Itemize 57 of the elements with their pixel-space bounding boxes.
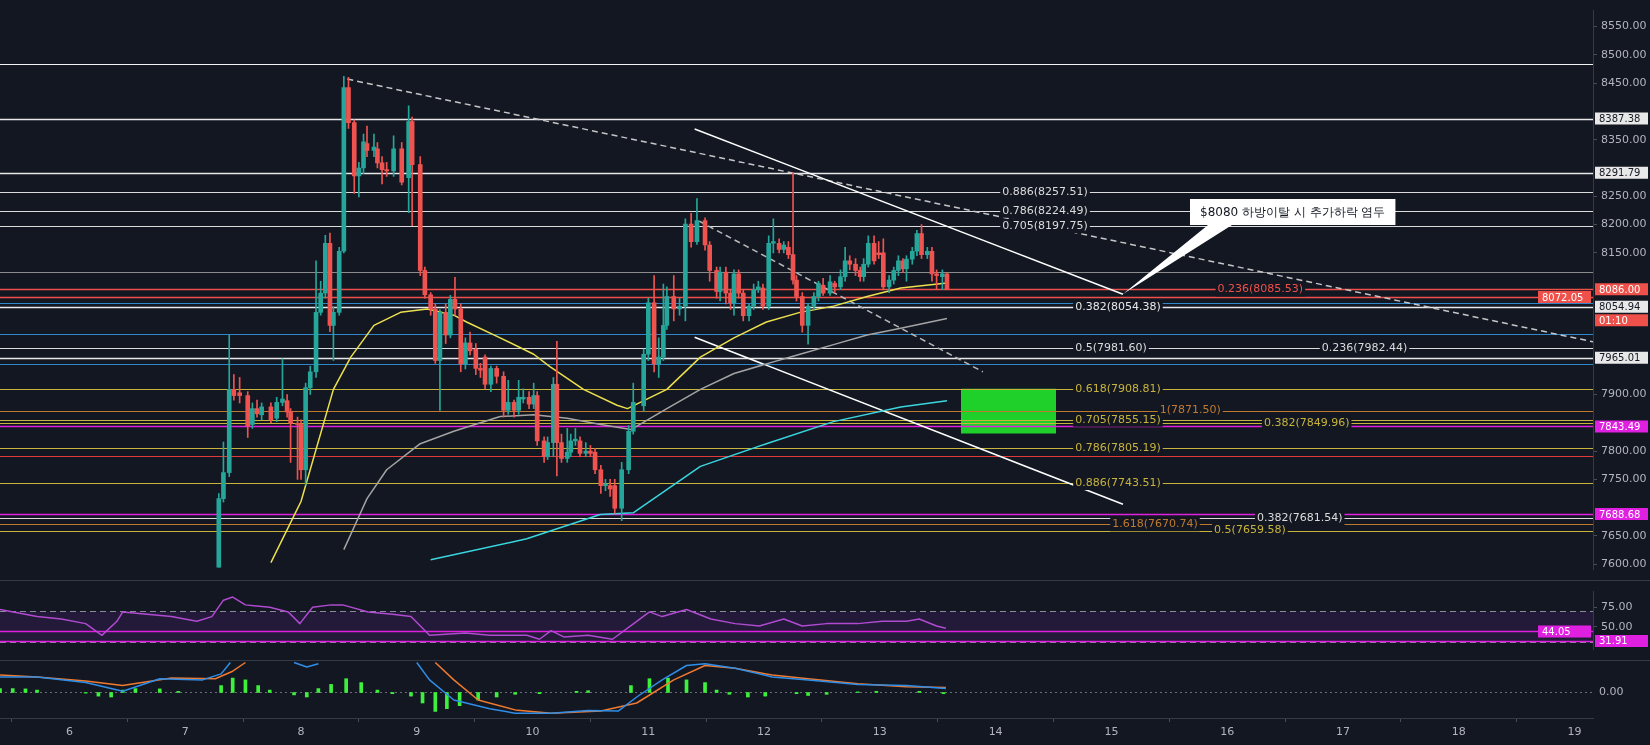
x-tick-label: 14: [988, 725, 1003, 739]
y-tick-label: 7750.00: [1601, 472, 1647, 486]
y-tick-label: 8200.00: [1601, 217, 1647, 231]
annotation: 0.5(7659.58): [1214, 523, 1286, 537]
ref-line-label: 44.05: [1542, 625, 1571, 637]
y-tick-label: 7600.00: [1601, 557, 1647, 571]
ref-line-label: 8387.38: [1599, 113, 1641, 125]
x-tick-label: 13: [872, 725, 887, 739]
ref-line-label: 8291.79: [1599, 167, 1641, 179]
ref-line-label: 8054.94: [1599, 301, 1641, 313]
annotation: $8080 하방이탈 시 추가하락 염두: [1200, 205, 1386, 220]
annotation: 0.886(7743.51): [1075, 475, 1161, 489]
annotation: 1(7871.50): [1159, 403, 1221, 417]
x-tick-label: 15: [1104, 725, 1119, 739]
x-tick-label: 8: [297, 725, 305, 739]
x-tick-label: 7: [181, 725, 189, 739]
x-tick-label: 10: [525, 725, 540, 739]
annotation: 0.705(8197.75): [1002, 218, 1088, 232]
y-tick-label: 7800.00: [1601, 443, 1647, 457]
x-tick-label: 19: [1567, 725, 1582, 739]
annotation: 0.786(8224.49): [1002, 203, 1088, 217]
annotation: 0.705(7855.15): [1075, 412, 1161, 426]
annotation: 0.382(8054.38): [1075, 299, 1161, 313]
y-tick-label: 8500.00: [1601, 47, 1647, 61]
annotation: 0.236(8085.53): [1217, 282, 1304, 296]
y-tick-label: 8250.00: [1601, 189, 1647, 203]
y-tick-label: 8450.00: [1601, 75, 1647, 89]
ref-line-label: 31.91: [1599, 635, 1628, 647]
ref-line-label: 8086.00: [1599, 283, 1641, 295]
annotation: 0.618(7908.81): [1075, 382, 1161, 396]
annotation: 0.382(7849.96): [1263, 415, 1350, 429]
y-tick-label: 7900.00: [1601, 387, 1647, 401]
x-tick-label: 12: [757, 725, 772, 739]
x-tick-label: 17: [1335, 725, 1350, 739]
x-tick-label: 9: [413, 725, 421, 739]
x-tick-label: 18: [1451, 725, 1466, 739]
annotation: 0.236(7982.44): [1321, 340, 1408, 354]
ref-line-label: 7843.49: [1599, 421, 1641, 433]
ref-line-label: 7965.01: [1599, 352, 1641, 364]
x-tick-label: 6: [65, 725, 73, 739]
text: 01:10: [1599, 314, 1628, 326]
y-tick-label: 50.00: [1601, 619, 1633, 633]
y-tick-label: 75.00: [1601, 600, 1633, 614]
annotation: 0.886(8257.51): [1002, 184, 1088, 198]
y-tick-label: 8150.00: [1601, 245, 1647, 259]
text: 0.00: [1599, 685, 1624, 699]
x-tick-label: 16: [1220, 725, 1235, 739]
y-tick-label: 7650.00: [1601, 528, 1647, 542]
annotation: 1.618(7670.74): [1112, 517, 1198, 531]
ref-line-label: 8072.05: [1542, 291, 1584, 303]
annotation: 0.5(7981.60): [1075, 341, 1147, 355]
ref-line-label: 7688.68: [1599, 508, 1641, 520]
annotation: 0.786(7805.19): [1075, 440, 1161, 454]
y-tick-label: 8550.00: [1601, 19, 1647, 33]
annotation: 0.382(7681.54): [1256, 511, 1343, 524]
x-tick-label: 11: [641, 725, 656, 739]
y-tick-label: 8350.00: [1601, 132, 1647, 146]
